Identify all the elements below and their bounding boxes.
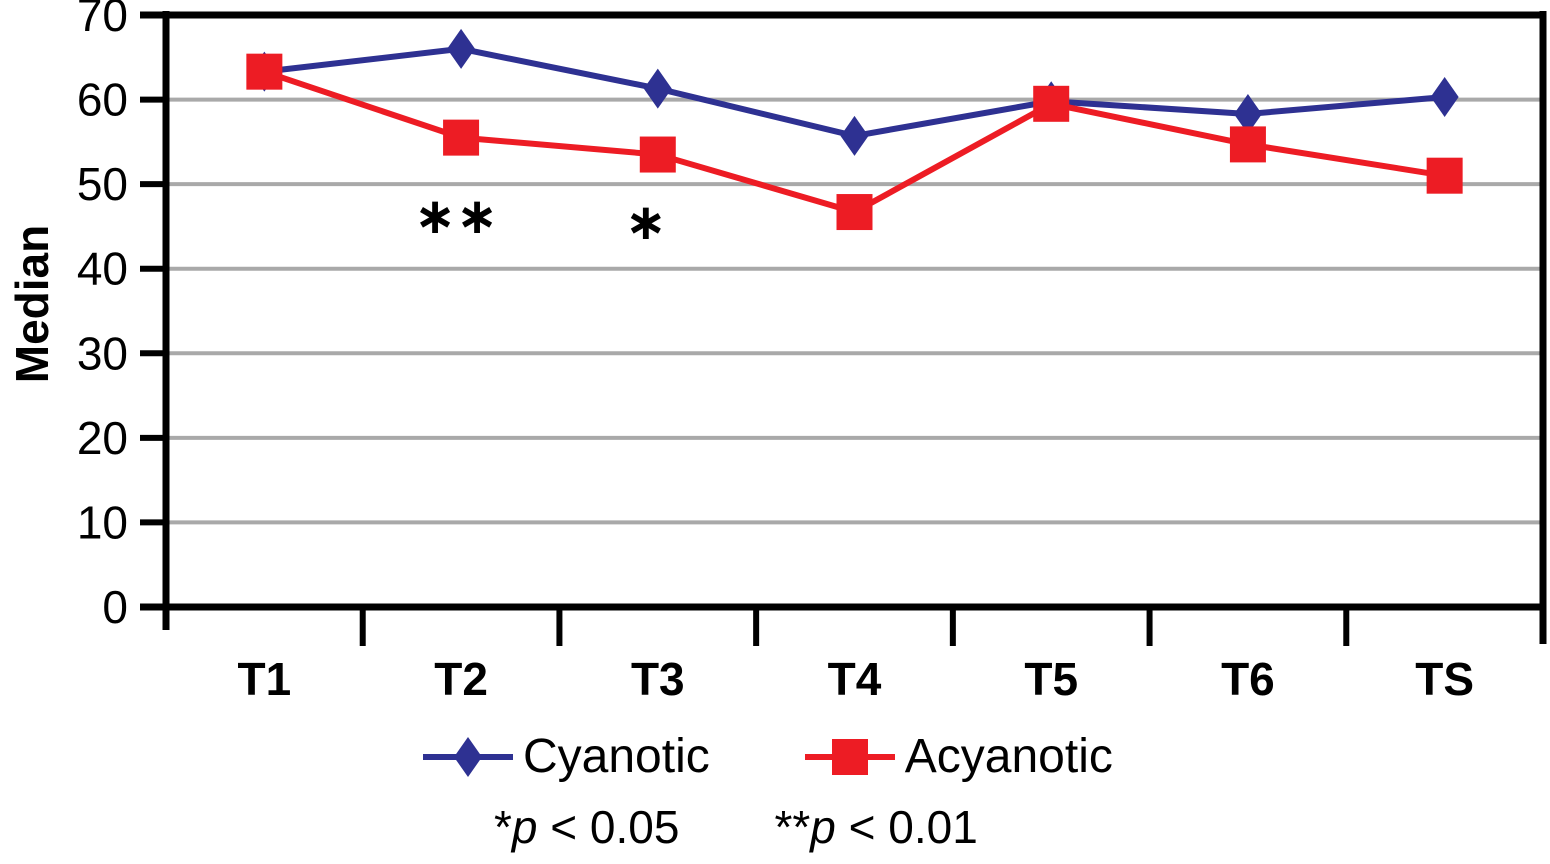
data-point-marker <box>1426 157 1463 194</box>
legend-label-acyanotic: Acyanotic <box>904 730 1113 783</box>
x-category-label: T6 <box>1221 653 1275 705</box>
significance-annotations: ∗∗ ∗ <box>414 188 667 250</box>
data-point-marker <box>836 194 873 231</box>
data-point-marker <box>1430 77 1459 118</box>
data-point-marker <box>1233 93 1262 134</box>
y-ticks <box>140 12 163 610</box>
note-comparison: < 0.05 <box>537 801 680 853</box>
legend-item-acyanotic: Acyanotic <box>804 729 1113 784</box>
significance-notes: *p < 0.05 **p < 0.01 <box>494 800 978 854</box>
y-tick-label: 0 <box>102 581 128 633</box>
x-category-labels: T1 T2 T3 T4 T5 T6 TS <box>238 653 1475 705</box>
significance-marker: ∗ <box>625 194 667 250</box>
data-point-marker <box>840 115 869 156</box>
data-point-marker <box>639 136 676 173</box>
note-stars: * <box>494 801 512 853</box>
x-ticks <box>359 607 1350 646</box>
x-category-label: T3 <box>631 653 685 705</box>
note-p-005: *p < 0.05 <box>494 800 679 854</box>
legend-label-cyanotic: Cyanotic <box>523 730 710 783</box>
data-point-marker <box>1229 126 1266 163</box>
note-stars: ** <box>774 801 811 853</box>
y-tick-label: 40 <box>77 243 128 295</box>
cyanotic-legend-diamond-icon <box>454 736 482 777</box>
y-tick-label: 20 <box>77 412 128 464</box>
x-category-label: TS <box>1415 653 1474 705</box>
y-axis-title: Median <box>6 224 58 384</box>
x-category-label: T4 <box>828 653 882 705</box>
data-point-marker <box>1033 85 1070 122</box>
y-tick-label: 60 <box>77 74 128 126</box>
x-category-label: T1 <box>238 653 292 705</box>
x-category-label: T5 <box>1024 653 1078 705</box>
data-point-marker <box>246 53 283 90</box>
series-acyanotic <box>246 53 1463 231</box>
y-tick-label: 70 <box>77 0 128 41</box>
gridlines <box>169 97 1540 525</box>
y-tick-labels: 0 10 20 30 40 50 60 70 <box>77 0 128 633</box>
x-category-label: T2 <box>434 653 488 705</box>
axes <box>140 11 1547 644</box>
y-tick-label: 10 <box>77 496 128 548</box>
note-p-001: **p < 0.01 <box>774 800 977 854</box>
acyanotic-legend-square-icon <box>831 738 868 775</box>
y-tick-label: 30 <box>77 327 128 379</box>
cyanotic-legend-marker-icon <box>423 736 513 777</box>
note-p-variable: p <box>810 801 836 853</box>
note-comparison: < 0.01 <box>835 801 978 853</box>
legend: Cyanotic Acyanotic <box>423 729 1113 784</box>
acyanotic-legend-marker-icon <box>804 738 895 775</box>
note-p-variable: p <box>511 801 538 853</box>
series-cyanotic <box>250 28 1459 156</box>
significance-marker: ∗∗ <box>414 188 498 244</box>
data-point-marker <box>643 68 672 109</box>
data-point-marker <box>447 28 476 69</box>
y-tick-label: 50 <box>77 158 128 210</box>
legend-item-cyanotic: Cyanotic <box>423 729 710 784</box>
data-point-marker <box>443 119 480 156</box>
